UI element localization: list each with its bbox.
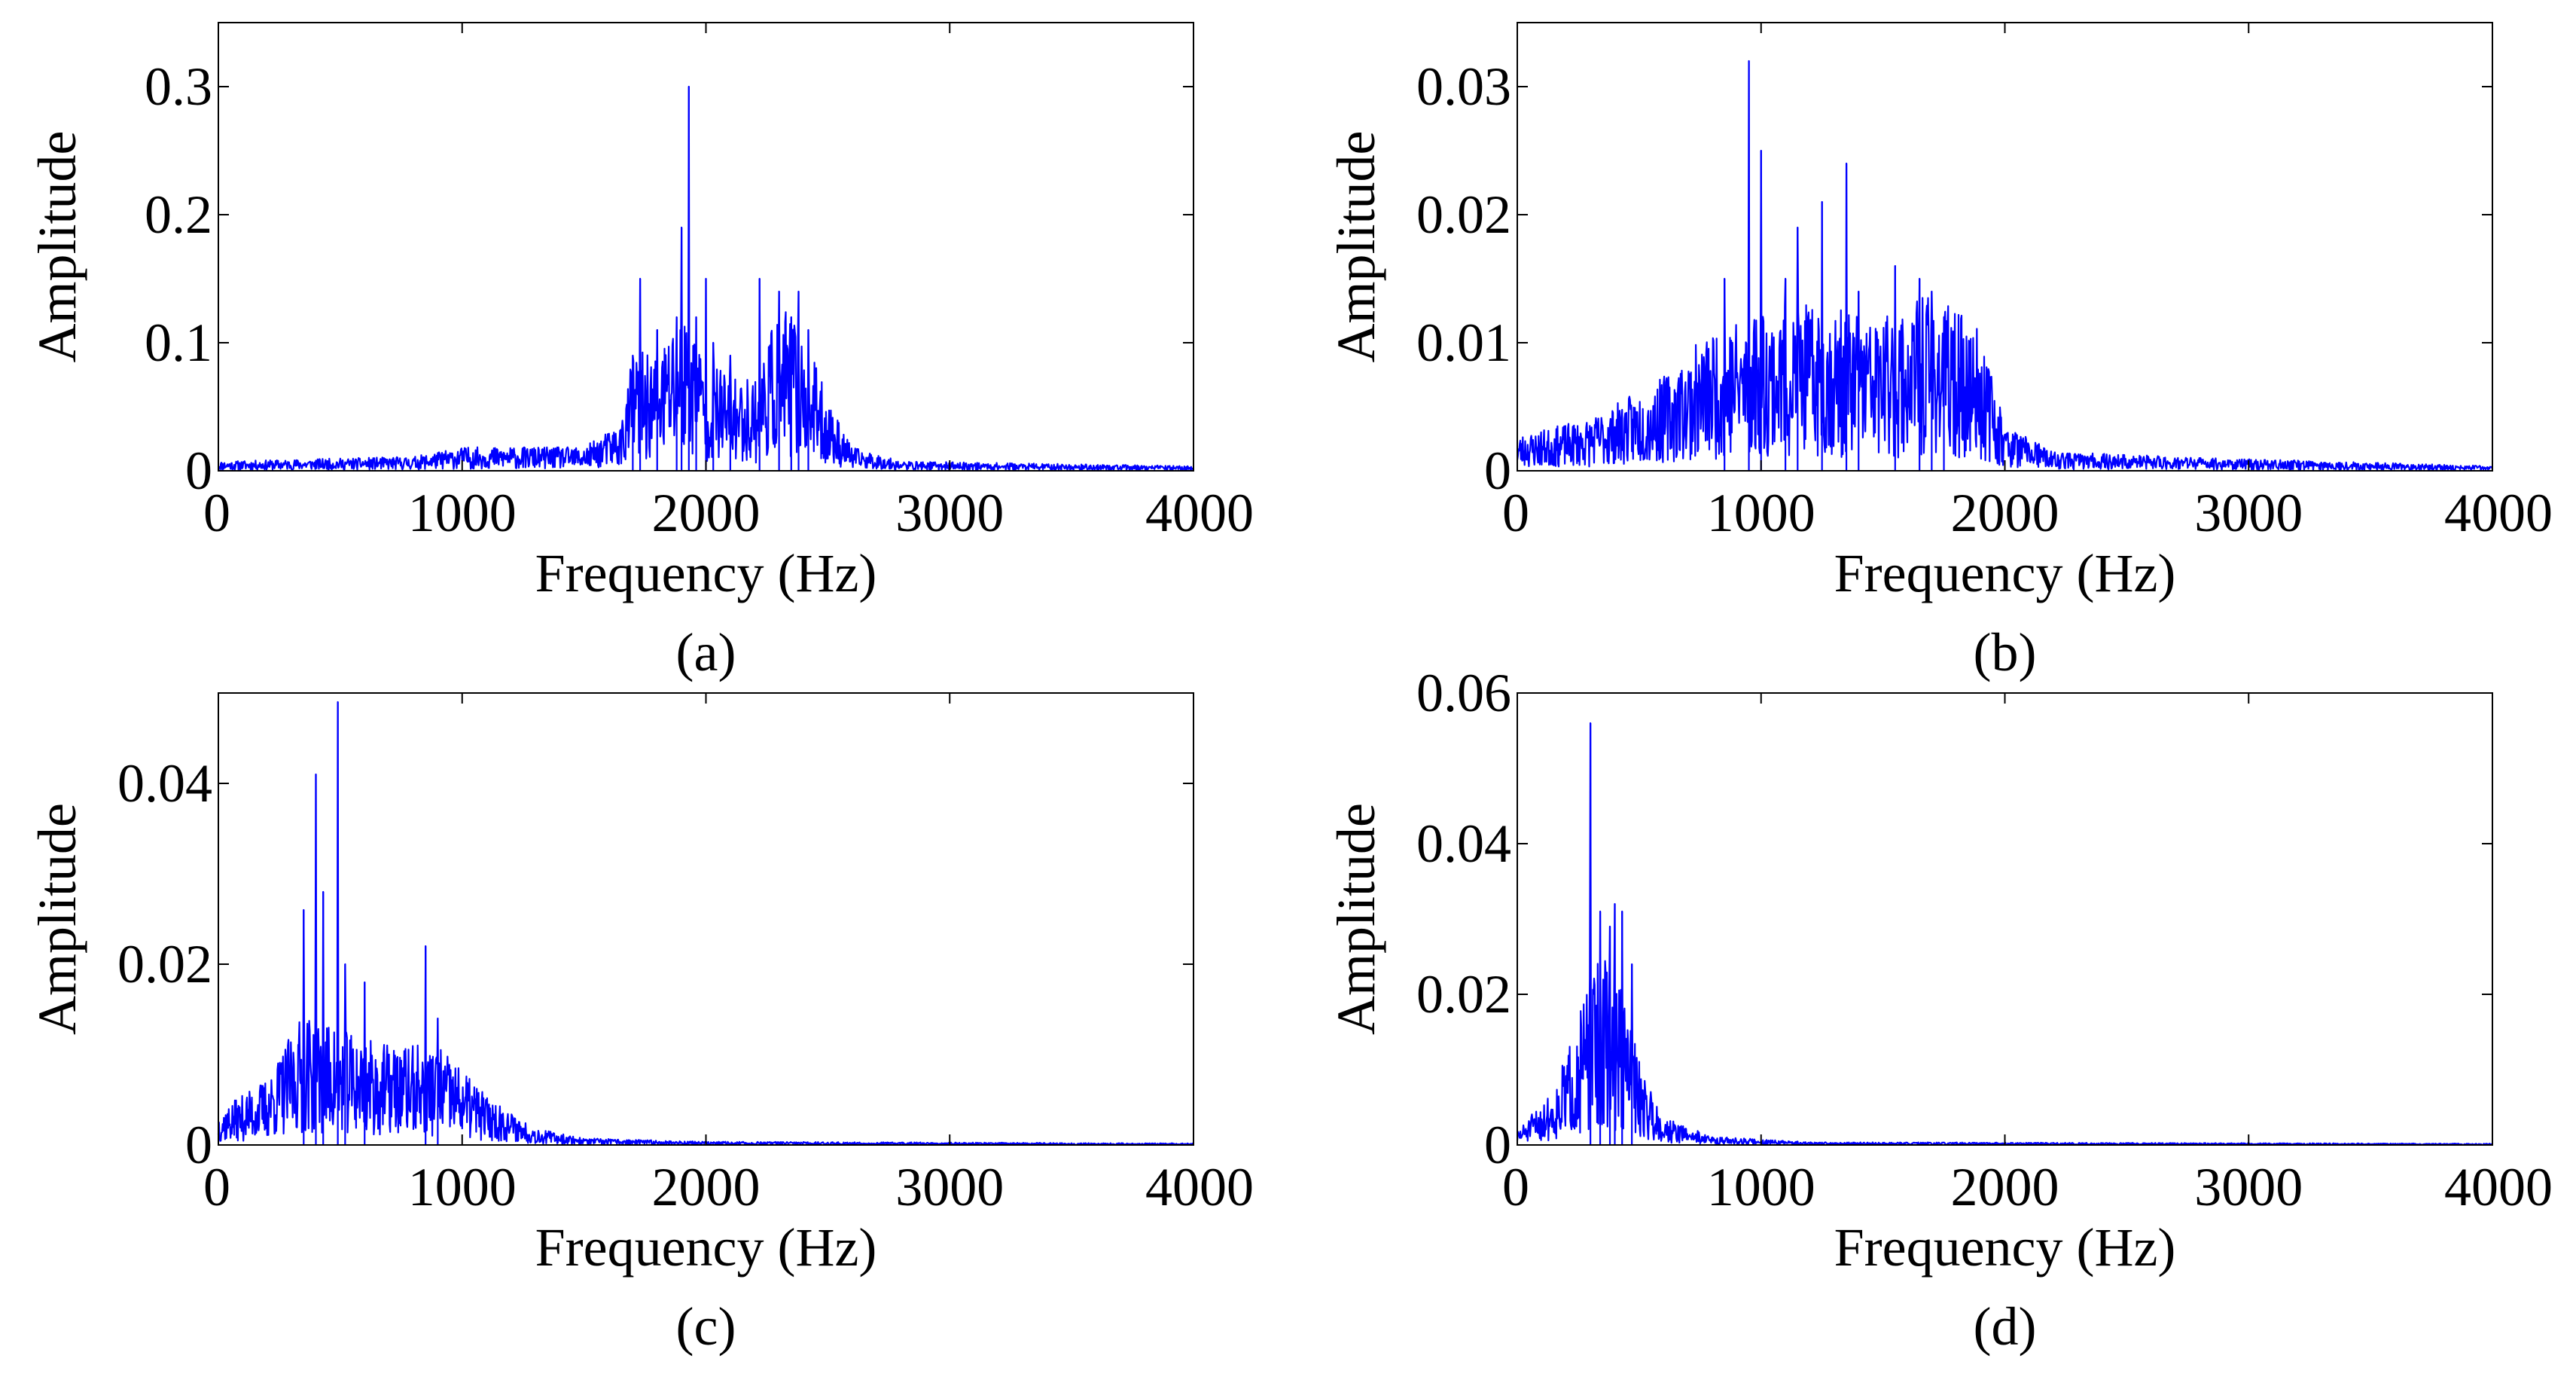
y-tick-label: 0.06	[1416, 663, 1511, 723]
panel-c: 0 1000 2000 3000 4000 0 0.02 0.04 Frequency (Hz)…	[27, 692, 1254, 1357]
x-tick-label: 0	[1502, 483, 1529, 543]
y-axis-label: Amplitude	[1326, 131, 1386, 363]
y-tick-label: 0.02	[1416, 185, 1511, 245]
y-tick-label: 0.03	[1416, 56, 1511, 117]
panel-d: 0 1000 2000 3000 4000 0 0.02 0.04 0.06 Frequency …	[1326, 663, 2553, 1357]
y-tick-label: 0.01	[1416, 313, 1511, 373]
x-tick-label: 3000	[2194, 1157, 2303, 1217]
y-tick-label: 0.2	[145, 185, 212, 245]
x-tick-label: 4000	[2444, 483, 2553, 543]
panel-a: 0 1000 2000 3000 4000 0 0.1 0.2 0.3 Frequency (Hz…	[27, 22, 1254, 682]
x-tick-label: 1000	[1707, 483, 1815, 543]
panel-b: 0 1000 2000 3000 4000 0 0.01 0.02 0.03 Frequency …	[1326, 22, 2553, 682]
x-tick-label: 2000	[1951, 1157, 2059, 1217]
y-tick-label: 0.3	[145, 56, 212, 117]
x-tick-label: 1000	[1707, 1157, 1815, 1217]
y-tick-label: 0	[185, 1115, 212, 1175]
spectrum-series-line	[1516, 722, 2493, 1146]
x-tick-label: 4000	[2444, 1157, 2553, 1217]
y-tick-label: 0	[1484, 441, 1511, 501]
x-tick-label: 3000	[2194, 483, 2303, 543]
x-axis-label: Frequency (Hz)	[535, 543, 877, 603]
x-tick-label: 2000	[652, 1157, 761, 1217]
y-tick-label: 0	[185, 441, 212, 501]
x-tick-label: 0	[203, 483, 230, 543]
panel-label: (a)	[676, 622, 736, 682]
panel-label: (d)	[1974, 1296, 2037, 1357]
y-tick-label: 0.04	[1416, 814, 1511, 874]
x-tick-label: 2000	[1951, 483, 2059, 543]
x-axis-label: Frequency (Hz)	[1834, 1217, 2176, 1278]
x-tick-label: 0	[203, 1157, 230, 1217]
x-tick-label: 1000	[408, 483, 517, 543]
y-axis-label: Amplitude	[1326, 803, 1386, 1035]
y-tick-label: 0.04	[117, 753, 212, 814]
x-tick-label: 0	[1502, 1157, 1529, 1217]
x-tick-label: 3000	[895, 1157, 1004, 1217]
plot-frame	[1517, 692, 2493, 1146]
x-tick-label: 3000	[895, 483, 1004, 543]
x-tick-label: 2000	[652, 483, 761, 543]
x-axis-label: Frequency (Hz)	[535, 1217, 877, 1278]
x-axis-label: Frequency (Hz)	[1834, 543, 2176, 603]
y-axis-label: Amplitude	[27, 131, 87, 363]
panel-label: (b)	[1974, 622, 2037, 682]
x-tick-label: 4000	[1145, 483, 1254, 543]
y-tick-label: 0.02	[117, 934, 212, 994]
y-axis-label: Amplitude	[27, 803, 87, 1035]
y-tick-label: 0.1	[145, 313, 212, 373]
spectrum-series-line	[1516, 60, 2494, 472]
panel-label: (c)	[676, 1296, 736, 1357]
y-tick-label: 0	[1484, 1115, 1511, 1175]
y-tick-label: 0.02	[1416, 964, 1511, 1024]
x-tick-label: 1000	[408, 1157, 517, 1217]
x-tick-label: 4000	[1145, 1157, 1254, 1217]
